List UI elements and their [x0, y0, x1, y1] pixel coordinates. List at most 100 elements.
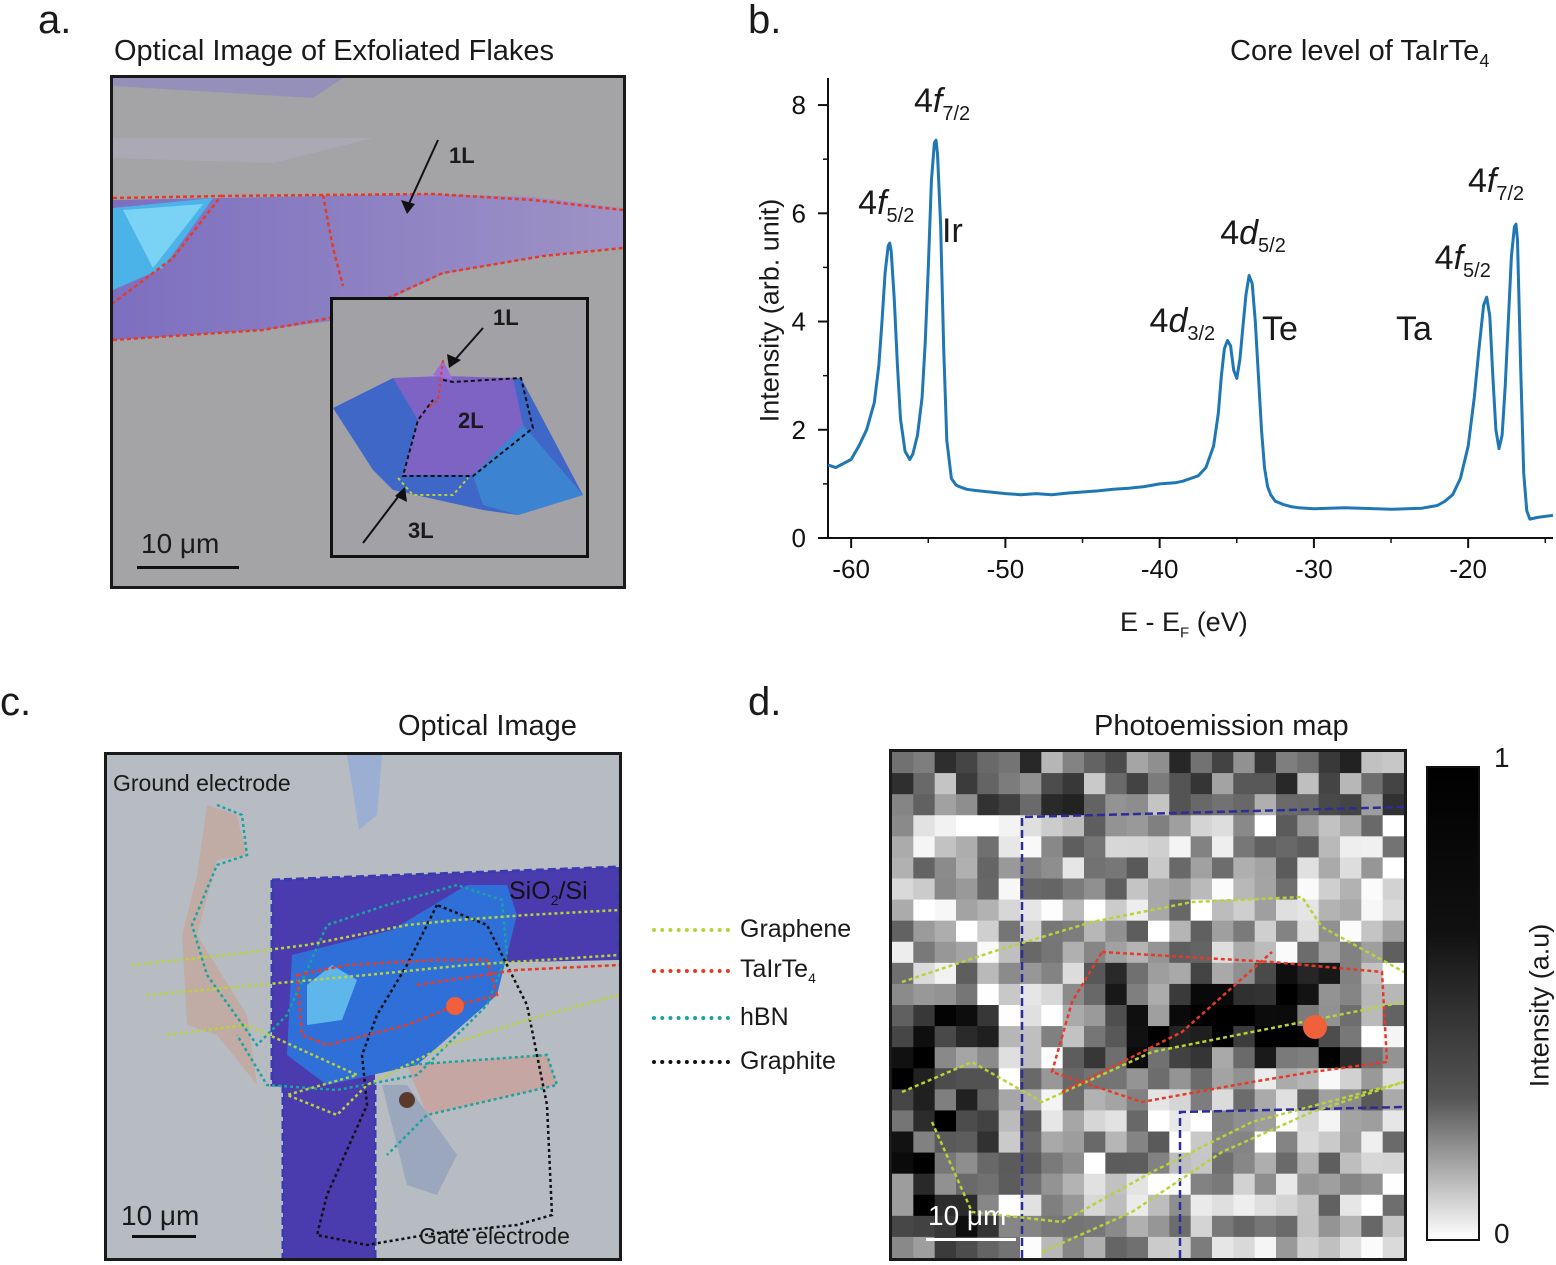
map-pixel — [1148, 878, 1170, 901]
map-pixel — [1297, 752, 1320, 774]
map-pixel — [1254, 1173, 1277, 1196]
map-pixel — [1318, 1131, 1341, 1154]
map-pixel — [956, 1047, 978, 1069]
map-tairte4-outline — [1061, 951, 1273, 1094]
map-pixel — [934, 878, 957, 901]
map-pixel — [1169, 773, 1192, 795]
map-pixel — [977, 1215, 1000, 1238]
map-pixel — [913, 1131, 936, 1154]
map-pixel — [1233, 1194, 1256, 1217]
map-pixel — [1062, 962, 1085, 985]
map-pixel — [1361, 1236, 1384, 1258]
panel-a-inset: 1L 2L 3L — [330, 297, 589, 558]
map-pixel — [1212, 1047, 1234, 1069]
map-pixel — [1297, 1089, 1320, 1112]
photoemission-map: 10 μm — [889, 749, 1407, 1261]
map-pixel — [1148, 1236, 1170, 1258]
legend-tairte4-text: TaIrTe4 — [740, 955, 816, 986]
map-pixel — [934, 1026, 957, 1048]
map-pixel — [1148, 1068, 1170, 1090]
map-pixel — [1148, 794, 1170, 816]
map-pixel — [956, 794, 978, 816]
map-pixel — [1062, 1131, 1085, 1154]
map-pixel — [934, 941, 957, 964]
map-pixel — [1041, 1047, 1064, 1069]
map-pixel — [1318, 983, 1341, 1006]
map-pixel — [1297, 1173, 1320, 1196]
map-pixel — [913, 1110, 936, 1133]
map-pixel — [1190, 836, 1213, 859]
map-pixel — [1148, 1026, 1170, 1048]
map-pixel — [1105, 962, 1128, 985]
map-electrode-outline — [1020, 805, 1404, 1258]
map-pixel — [1190, 962, 1213, 985]
map-pixel — [1212, 1236, 1234, 1258]
map-pixel — [1382, 857, 1404, 880]
map-pixel — [892, 1110, 914, 1133]
map-pixel — [998, 878, 1021, 901]
map-pixel — [1276, 1005, 1298, 1027]
map-pixel — [1105, 857, 1128, 880]
map-pixel — [977, 1131, 1000, 1154]
map-pixel — [934, 1215, 957, 1238]
map-pixel — [913, 1215, 936, 1238]
map-pixel — [1233, 752, 1256, 774]
map-pixel — [956, 1152, 978, 1175]
element-label: Ir — [942, 212, 963, 250]
map-pixel — [1084, 1047, 1106, 1069]
panel-a-scale-text: 10 μm — [141, 528, 220, 559]
map-pixel — [956, 836, 978, 859]
map-pixel — [977, 815, 1000, 837]
map-pixel — [1190, 983, 1213, 1006]
map-pixel — [977, 836, 1000, 859]
map-pixel — [1318, 941, 1341, 964]
map-pixel — [892, 1005, 914, 1027]
map-pixel — [1212, 794, 1234, 816]
map-pixel — [1148, 899, 1170, 922]
map-pixel — [1340, 1005, 1362, 1027]
map-pixel — [1126, 1026, 1149, 1048]
map-pixel — [1318, 752, 1341, 774]
map-pixel — [1340, 1215, 1362, 1238]
map-pixel — [1148, 1110, 1170, 1133]
map-pixel — [1041, 1194, 1064, 1217]
map-pixel — [998, 1005, 1021, 1027]
map-pixel — [1126, 878, 1149, 901]
panel-a-flake-drawing — [113, 78, 623, 342]
map-pixel — [1382, 1026, 1404, 1048]
gate-electrode-label: Gate electrode — [419, 1223, 570, 1249]
map-pixel — [1105, 1215, 1128, 1238]
peak-label: 4f5/2 — [858, 184, 914, 228]
map-pixel — [1233, 1005, 1256, 1027]
map-pixel — [1297, 920, 1320, 943]
map-pixel — [998, 1089, 1021, 1112]
legend-graphene-text: Graphene — [740, 915, 852, 943]
colorbar-label: Intensity (a.u) — [1524, 923, 1555, 1088]
map-pixel — [1254, 1215, 1277, 1238]
panel-b-title-sub: 4 — [1479, 50, 1490, 71]
map-pixel — [1340, 836, 1362, 859]
element-label: Ta — [1396, 310, 1432, 348]
map-pixel — [1233, 1026, 1256, 1048]
map-pixel — [1126, 1068, 1149, 1090]
map-pixel — [1361, 794, 1384, 816]
map-pixel — [1212, 920, 1234, 943]
map-pixel — [1233, 983, 1256, 1006]
map-pixel — [1254, 1131, 1277, 1154]
map-pixel — [1041, 857, 1064, 880]
map-pixel — [892, 1215, 914, 1238]
map-pixel — [1105, 1236, 1128, 1258]
map-pixel — [1084, 1005, 1106, 1027]
map-pixel — [1105, 899, 1128, 922]
legend-tairte4-sub: 4 — [808, 970, 816, 986]
map-pixel — [1020, 1089, 1042, 1112]
map-pixel — [1212, 1152, 1234, 1175]
map-pixel — [1041, 899, 1064, 922]
map-pixel — [956, 920, 978, 943]
map-pixel — [934, 920, 957, 943]
map-pixel — [1382, 1131, 1404, 1154]
map-pixel — [913, 773, 936, 795]
map-pixel — [1020, 857, 1042, 880]
map-pixel — [1254, 1236, 1277, 1258]
peak-label-number: 4 — [858, 183, 878, 222]
